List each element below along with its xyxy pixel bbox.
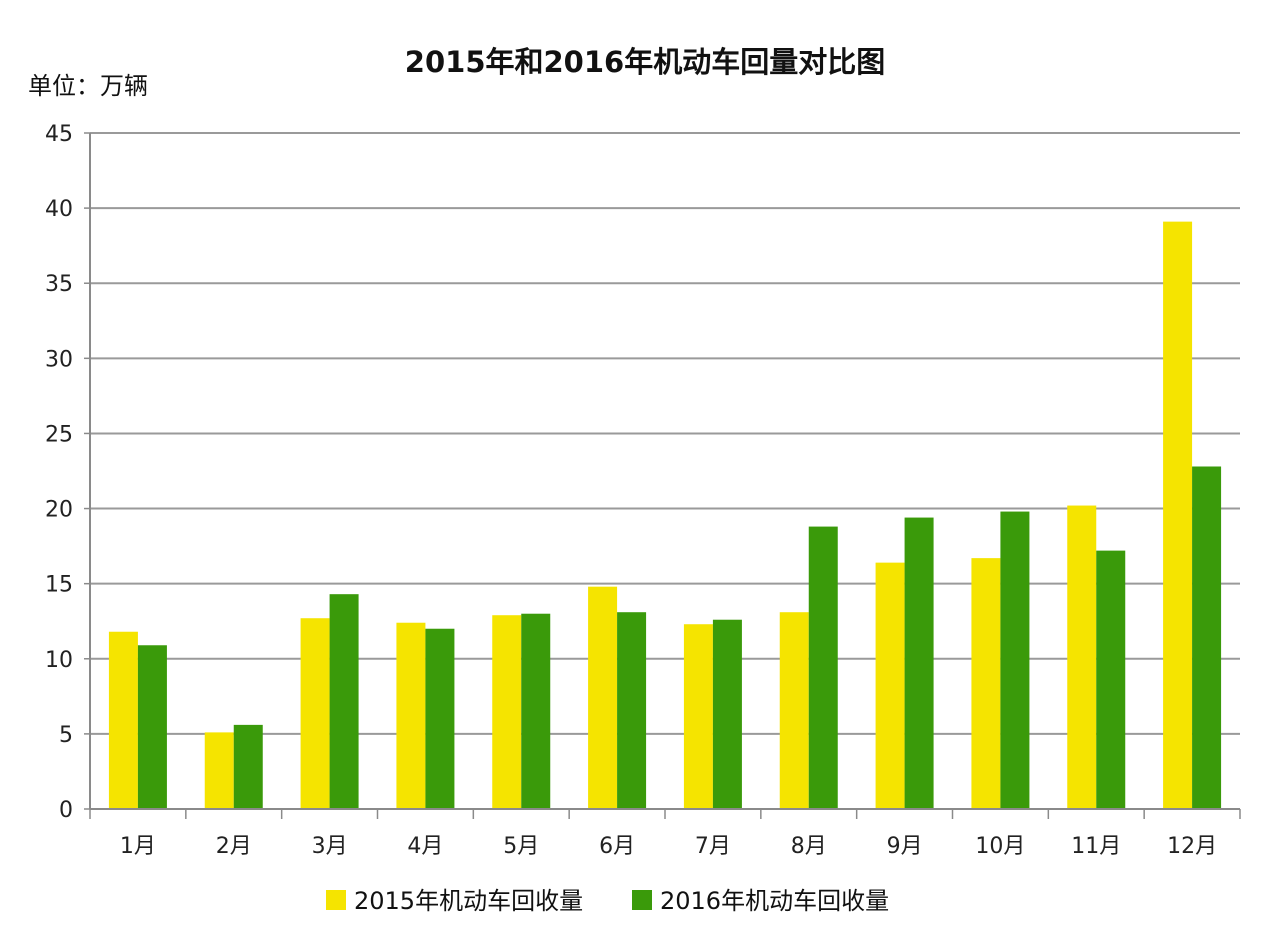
bar-2015 (1163, 221, 1193, 809)
legend-swatch (326, 890, 346, 910)
bar-2015 (300, 618, 330, 809)
bar-2015 (779, 612, 809, 809)
gridlines (90, 132, 1240, 735)
y-tick-label: 45 (45, 122, 73, 147)
x-tick-label: 8月 (791, 834, 827, 859)
bar-2016 (904, 517, 934, 809)
bar-2016 (329, 594, 359, 809)
bar-2015 (971, 558, 1001, 809)
x-tick-label: 11月 (1071, 834, 1121, 859)
bar-2015 (683, 624, 713, 809)
bar-2015 (875, 562, 905, 809)
legend-label: 2015年机动车回收量 (354, 887, 583, 915)
y-tick-label: 20 (45, 498, 73, 523)
bar-2016 (521, 613, 551, 809)
x-tick-label: 6月 (599, 834, 635, 859)
x-tick-label: 4月 (407, 834, 443, 859)
x-tick-label: 10月 (975, 834, 1025, 859)
x-tick-label: 1月 (120, 834, 156, 859)
bar-2016 (425, 628, 455, 809)
y-axis: 0 5 10 15 20 25 30 35 40 45 (45, 122, 91, 823)
y-tick-label: 5 (59, 723, 73, 748)
y-tick-label: 0 (59, 798, 73, 823)
x-axis: 1月 2月 3月 4月 5月 6月 7月 8月 9月 10月 11月 12月 (89, 808, 1241, 859)
legend-label: 2016年机动车回收量 (660, 887, 889, 915)
y-tick-label: 25 (45, 422, 73, 447)
y-tick-label: 30 (45, 347, 73, 372)
legend-swatch (632, 890, 652, 910)
x-tick-label: 7月 (695, 834, 731, 859)
bar-2015 (588, 586, 618, 809)
x-tick-label: 2月 (216, 834, 252, 859)
bar-2015 (396, 622, 426, 809)
bar-2016 (1192, 466, 1222, 809)
y-tick-label: 35 (45, 272, 73, 297)
bar-2015 (204, 732, 234, 809)
bar-2015 (108, 631, 138, 809)
bar-2015 (492, 615, 522, 809)
x-tick-label: 5月 (503, 834, 539, 859)
y-tick-label: 10 (45, 648, 73, 673)
bar-2016 (712, 619, 742, 809)
legend: 2015年机动车回收量 2016年机动车回收量 (326, 887, 889, 915)
x-tick-label: 12月 (1167, 834, 1217, 859)
bar-2016 (808, 526, 838, 809)
chart-title: 2015年和2016年机动车回量对比图 (405, 45, 885, 79)
bar-2016 (1096, 550, 1126, 809)
bar-2016 (137, 645, 167, 809)
bar-2016 (233, 724, 263, 809)
unit-label: 单位：万辆 (28, 72, 148, 100)
x-tick-label: 9月 (887, 834, 923, 859)
bar-2016 (1000, 511, 1030, 809)
bar-2015 (1067, 505, 1097, 809)
y-tick-label: 40 (45, 197, 73, 222)
x-tick-label: 3月 (312, 834, 348, 859)
y-tick-label: 15 (45, 573, 73, 598)
bars (108, 221, 1222, 809)
bar-2016 (617, 612, 647, 809)
